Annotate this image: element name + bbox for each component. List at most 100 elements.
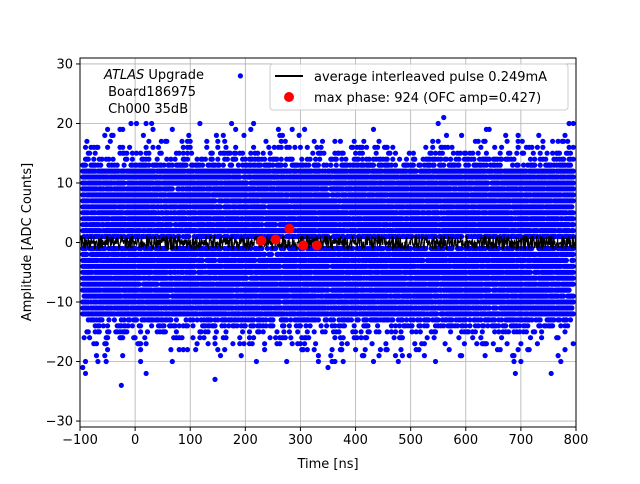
sample-point <box>111 157 116 162</box>
sample-point <box>233 145 238 150</box>
sample-point <box>254 359 259 364</box>
sample-point <box>161 323 166 328</box>
sample-point <box>240 329 245 334</box>
sample-point <box>225 157 230 162</box>
sample-point <box>186 133 191 138</box>
sample-point <box>193 347 198 352</box>
sample-point <box>353 347 358 352</box>
sample-point <box>94 341 99 346</box>
sample-point <box>168 347 173 352</box>
sample-point <box>105 145 110 150</box>
sample-point <box>240 151 245 156</box>
sample-point <box>243 323 248 328</box>
sample-point <box>83 359 88 364</box>
sample-point <box>86 329 91 334</box>
sample-point <box>138 323 143 328</box>
sample-point <box>299 157 304 162</box>
sample-point <box>215 157 220 162</box>
sample-point <box>292 145 297 150</box>
sample-point <box>316 317 321 322</box>
sample-point <box>170 127 175 132</box>
sample-point <box>210 151 215 156</box>
sample-point <box>270 317 275 322</box>
sample-point <box>122 163 127 168</box>
sample-point <box>334 157 339 162</box>
sample-point <box>298 323 303 328</box>
sample-point <box>106 329 111 334</box>
sample-point <box>185 157 190 162</box>
sample-point <box>95 359 100 364</box>
sample-point <box>221 133 226 138</box>
sample-point <box>339 341 344 346</box>
sample-point <box>316 163 321 168</box>
sample-point <box>317 157 322 162</box>
sample-point <box>287 329 292 334</box>
sample-point <box>239 353 244 358</box>
sample-point <box>212 335 217 340</box>
sample-point <box>280 133 285 138</box>
sample-point <box>241 133 246 138</box>
sample-point <box>328 163 333 168</box>
sample-point <box>308 157 313 162</box>
sample-point <box>215 347 220 352</box>
sample-point <box>316 359 321 364</box>
sample-point <box>270 323 275 328</box>
sample-point <box>230 341 235 346</box>
sample-point <box>221 163 226 168</box>
sample-point <box>185 347 190 352</box>
sample-point <box>302 341 307 346</box>
sample-point <box>312 139 317 144</box>
sample-point <box>179 139 184 144</box>
sample-point <box>105 347 110 352</box>
sample-point <box>255 151 260 156</box>
sample-point <box>261 329 266 334</box>
sample-point <box>98 163 103 168</box>
sample-point <box>324 323 329 328</box>
sample-point <box>223 335 228 340</box>
sample-point <box>334 163 339 168</box>
sample-point <box>120 145 125 150</box>
sample-point <box>313 341 318 346</box>
sample-point <box>174 317 179 322</box>
sample-point <box>283 163 288 168</box>
sample-point <box>281 329 286 334</box>
sample-point <box>332 359 337 364</box>
sample-point <box>108 139 113 144</box>
sample-point <box>341 335 346 340</box>
sample-point <box>87 151 92 156</box>
sample-point <box>173 157 178 162</box>
sample-point <box>179 335 184 340</box>
sample-point <box>189 151 194 156</box>
sample-point <box>345 341 350 346</box>
sample-point <box>156 145 161 150</box>
sample-point <box>197 121 202 126</box>
sample-point <box>341 151 346 156</box>
sample-point <box>349 317 354 322</box>
sample-point <box>274 329 279 334</box>
sample-point <box>155 157 160 162</box>
sample-point <box>316 353 321 358</box>
sample-point <box>145 329 150 334</box>
sample-point <box>150 127 155 132</box>
sample-point <box>104 341 109 346</box>
sample-point <box>159 151 164 156</box>
sample-point <box>146 151 151 156</box>
sample-point <box>310 151 315 156</box>
sample-point <box>250 341 255 346</box>
sample-point <box>112 317 117 322</box>
sample-point <box>222 347 227 352</box>
sample-point <box>195 341 200 346</box>
sample-point <box>142 335 147 340</box>
sample-point <box>330 347 335 352</box>
sample-point <box>283 139 288 144</box>
sample-point <box>83 163 88 168</box>
sample-point <box>229 121 234 126</box>
sample-point <box>266 145 271 150</box>
sample-point <box>115 163 120 168</box>
sample-point <box>188 139 193 144</box>
sample-point <box>339 347 344 352</box>
sample-point <box>97 329 102 334</box>
sample-point <box>332 139 337 144</box>
sample-point <box>237 335 242 340</box>
sample-point <box>170 359 175 364</box>
